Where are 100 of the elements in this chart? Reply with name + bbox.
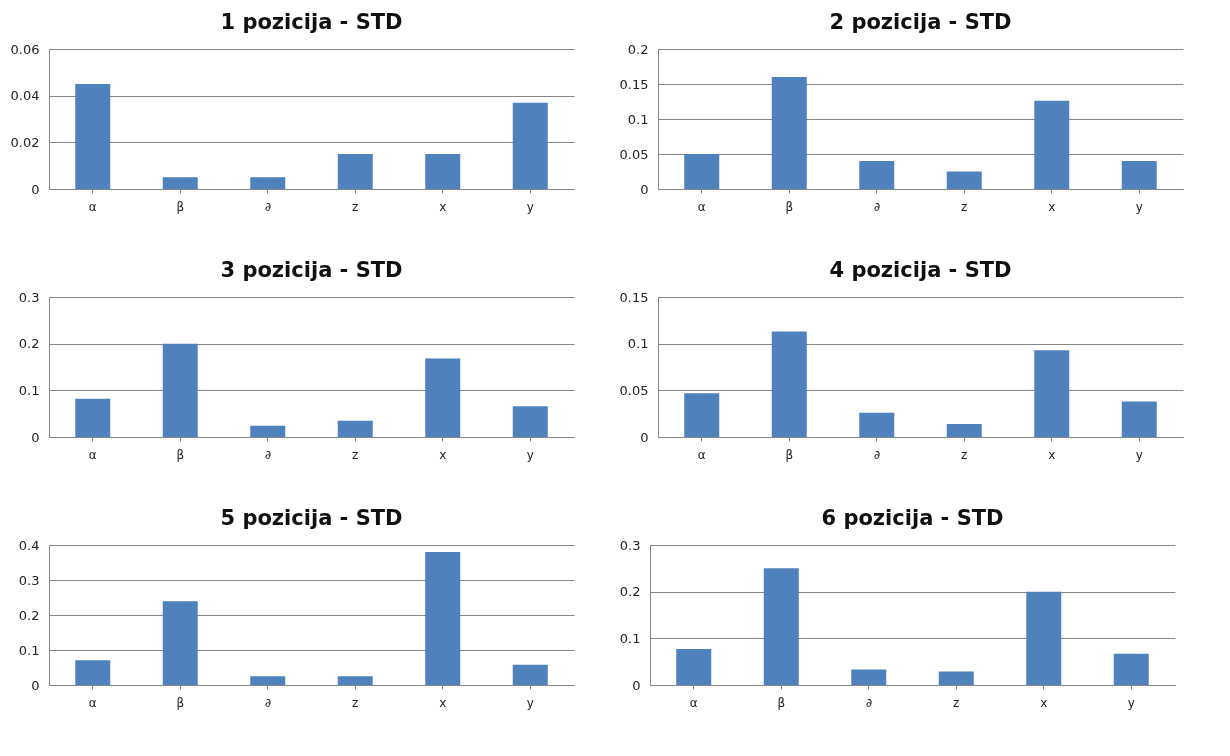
x-tick-label: y [1135,447,1143,462]
bar [684,154,720,189]
x-tick-label: ∂ [865,695,872,710]
bar [1034,350,1070,437]
bar [938,671,974,685]
x-tick-label: ∂ [873,199,880,214]
x-tick-label: β [176,199,185,214]
bar [512,664,548,685]
bar [512,406,548,437]
x-tick-label: y [526,447,534,462]
bar [859,161,895,189]
bar [425,358,461,437]
y-tick-label: 0.06 [10,41,40,57]
y-tick-label: 0.1 [627,336,649,352]
x-tick-label: β [777,695,786,710]
bar [425,552,461,685]
chart-title: 6 pozicija - STD [821,506,1004,530]
bar [162,177,198,189]
x-tick-label: β [176,447,185,462]
bar [771,77,807,189]
y-tick-label: 0.04 [10,88,40,104]
y-tick-label: 0 [640,429,649,445]
y-tick-label: 0.2 [18,607,40,623]
y-tick-label: 0.15 [619,76,649,92]
x-tick-label: y [526,695,534,710]
x-tick-label: ∂ [264,199,271,214]
y-tick-label: 0.2 [627,41,649,57]
y-tick-label: 0.1 [619,630,641,646]
y-tick-label: 0.02 [10,134,40,150]
x-tick-label: z [352,199,359,214]
y-tick-label: 0.2 [18,336,40,352]
bar [512,102,548,189]
x-tick-label: ∂ [873,447,880,462]
y-tick-label: 0.4 [18,537,40,553]
y-tick-label: 0 [31,429,40,445]
x-tick-label: x [439,695,447,710]
bar [337,676,373,685]
x-tick-label: x [439,199,447,214]
x-tick-label: z [961,447,968,462]
bar [946,423,982,437]
bar [75,398,111,437]
bar [1121,401,1157,437]
x-tick-label: z [961,199,968,214]
y-tick-label: 0.15 [619,289,649,305]
x-tick-label: x [439,447,447,462]
x-tick-label: y [1127,695,1135,710]
y-tick-label: 0.3 [18,289,40,305]
bar [250,676,286,685]
bar [859,412,895,437]
y-tick-label: 0.05 [619,146,649,162]
x-tick-label: z [352,447,359,462]
bar [1121,161,1157,189]
chart-title: 2 pozicija - STD [829,10,1012,34]
x-tick-label: z [352,695,359,710]
y-tick-label: 0 [31,677,40,693]
x-tick-label: α [88,695,97,710]
bar [75,84,111,189]
bar [763,568,799,685]
y-tick-label: 0.1 [18,382,40,398]
x-tick-label: β [785,199,794,214]
y-tick-label: 0.1 [18,642,40,658]
y-tick-label: 0.2 [619,584,641,600]
y-tick-label: 0.3 [619,537,641,553]
bar [162,601,198,685]
y-tick-label: 0 [632,677,641,693]
x-tick-label: x [1048,447,1056,462]
bar [1034,100,1070,189]
bar [425,154,461,189]
chart-title: 1 pozicija - STD [220,10,403,34]
bar [250,177,286,189]
x-tick-label: z [953,695,960,710]
chart-title: 5 pozicija - STD [220,506,403,530]
bar [684,393,720,437]
x-tick-label: α [88,199,97,214]
x-tick-label: α [88,447,97,462]
x-tick-label: α [697,447,706,462]
bar [162,343,198,437]
y-tick-label: 0.3 [18,572,40,588]
bar [1113,653,1149,685]
y-tick-label: 0.05 [619,382,649,398]
x-tick-label: β [176,695,185,710]
bar [75,660,111,685]
bar [337,420,373,437]
bar [676,649,712,685]
bar [337,154,373,189]
x-tick-label: x [1040,695,1048,710]
chart-title: 3 pozicija - STD [220,258,403,282]
x-tick-label: y [526,199,534,214]
y-tick-label: 0 [31,181,40,197]
x-tick-label: α [697,199,706,214]
bar [250,425,286,437]
bar [851,669,887,685]
x-tick-label: ∂ [264,447,271,462]
x-tick-label: ∂ [264,695,271,710]
bar [1026,591,1062,685]
y-tick-label: 0.1 [627,111,649,127]
x-tick-label: β [785,447,794,462]
x-tick-label: y [1135,199,1143,214]
chart-title: 4 pozicija - STD [829,258,1012,282]
x-tick-label: α [689,695,698,710]
